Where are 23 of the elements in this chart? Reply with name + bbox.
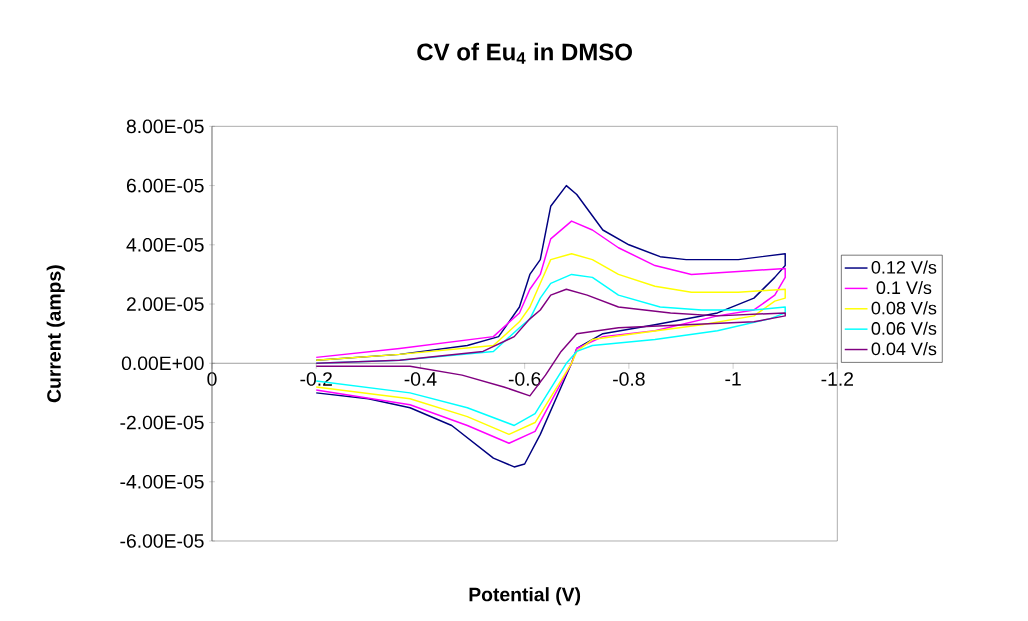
- x-axis-title: Potential (V): [469, 587, 581, 606]
- x-tick-label: -0.2: [300, 372, 332, 386]
- y-tick-label: 0.00E+00: [121, 356, 204, 371]
- chart-title: CV of Eu$_{4}$ in DMSO: [417, 42, 632, 64]
- y-tick-label: -2.00E-05: [120, 415, 204, 430]
- x-tick-label: -1: [725, 372, 741, 386]
- x-tick-label: -0.8: [613, 372, 645, 386]
- x-tick-label: -0.4: [404, 372, 437, 386]
- y-tick-label: 6.00E-05: [126, 178, 204, 193]
- legend-label: 0.06 V/s: [871, 321, 937, 335]
- x-tick-label: -1.2: [821, 372, 854, 386]
- legend-label: 0.12 V/s: [871, 260, 937, 274]
- x-tick-label: 0: [207, 372, 217, 386]
- y-tick-label: 8.00E-05: [126, 119, 204, 134]
- legend-label: 0.08 V/s: [871, 301, 937, 315]
- y-tick-label: -4.00E-05: [120, 474, 204, 489]
- y-tick-label: -6.00E-05: [120, 534, 204, 548]
- x-tick-label: -0.6: [508, 372, 541, 386]
- y-tick-label: 2.00E-05: [126, 297, 204, 311]
- legend-label: 0.04 V/s: [871, 342, 937, 356]
- legend-label: 0.1 V/s: [876, 280, 932, 295]
- y-axis-title: Current (amps): [46, 265, 65, 403]
- y-tick-label: 4.00E-05: [126, 237, 204, 252]
